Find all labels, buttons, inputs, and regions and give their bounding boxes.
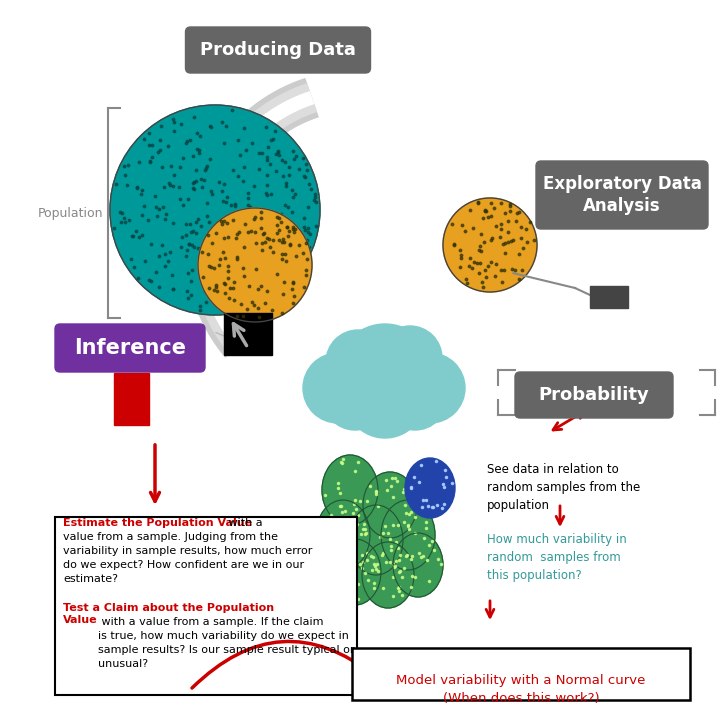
Circle shape xyxy=(326,330,390,394)
Circle shape xyxy=(443,198,537,292)
Text: Test a Claim about the Population
Value: Test a Claim about the Population Value xyxy=(63,603,274,626)
Text: How much variability in
random  samples from
this population?: How much variability in random samples f… xyxy=(487,533,627,582)
FancyBboxPatch shape xyxy=(352,648,690,700)
Circle shape xyxy=(110,105,320,315)
Text: with a value from a sample. If the claim
is true, how much variability do we exp: with a value from a sample. If the claim… xyxy=(98,617,355,669)
Ellipse shape xyxy=(329,539,381,605)
Circle shape xyxy=(198,208,312,322)
Text: Exploratory Data
Analysis: Exploratory Data Analysis xyxy=(542,175,702,215)
Circle shape xyxy=(345,358,425,438)
Text: Inference: Inference xyxy=(74,338,186,358)
Circle shape xyxy=(337,324,433,420)
Text: with a: with a xyxy=(225,518,263,528)
Ellipse shape xyxy=(322,455,378,525)
FancyBboxPatch shape xyxy=(224,313,272,355)
Ellipse shape xyxy=(405,458,455,518)
FancyBboxPatch shape xyxy=(590,286,628,308)
Circle shape xyxy=(323,366,387,430)
FancyBboxPatch shape xyxy=(515,372,673,418)
Text: Probability: Probability xyxy=(539,386,649,404)
FancyBboxPatch shape xyxy=(186,27,371,73)
Circle shape xyxy=(395,353,465,423)
Text: See data in relation to
random samples from the
population: See data in relation to random samples f… xyxy=(487,463,640,512)
Text: Population: Population xyxy=(38,207,103,220)
Ellipse shape xyxy=(381,500,435,570)
Ellipse shape xyxy=(363,472,417,538)
Circle shape xyxy=(378,326,442,390)
Text: Producing Data: Producing Data xyxy=(200,41,356,59)
Ellipse shape xyxy=(316,500,370,570)
Text: value from a sample. Judging from the
variability in sample results, how much er: value from a sample. Judging from the va… xyxy=(63,532,312,584)
Text: Model variability with a Normal curve
(When does this work?): Model variability with a Normal curve (W… xyxy=(396,674,646,705)
FancyBboxPatch shape xyxy=(55,324,205,372)
Circle shape xyxy=(383,366,447,430)
FancyBboxPatch shape xyxy=(55,517,357,695)
Ellipse shape xyxy=(349,505,403,575)
Circle shape xyxy=(303,353,373,423)
FancyBboxPatch shape xyxy=(114,373,149,425)
Text: Estimate the Population Value: Estimate the Population Value xyxy=(63,518,252,528)
Ellipse shape xyxy=(362,542,414,608)
Ellipse shape xyxy=(393,533,443,597)
FancyBboxPatch shape xyxy=(536,161,708,229)
